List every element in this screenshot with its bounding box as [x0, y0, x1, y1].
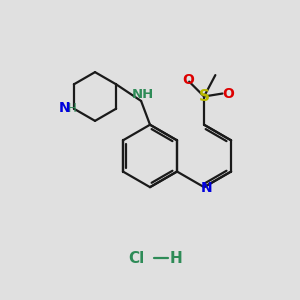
- Text: H: H: [170, 251, 182, 266]
- Text: O: O: [182, 73, 194, 87]
- Text: O: O: [222, 86, 234, 100]
- Text: N: N: [58, 101, 70, 115]
- Text: NH: NH: [131, 88, 154, 101]
- Text: H: H: [68, 102, 77, 115]
- Text: Cl: Cl: [128, 251, 145, 266]
- Text: S: S: [199, 89, 210, 104]
- Text: N: N: [201, 181, 212, 195]
